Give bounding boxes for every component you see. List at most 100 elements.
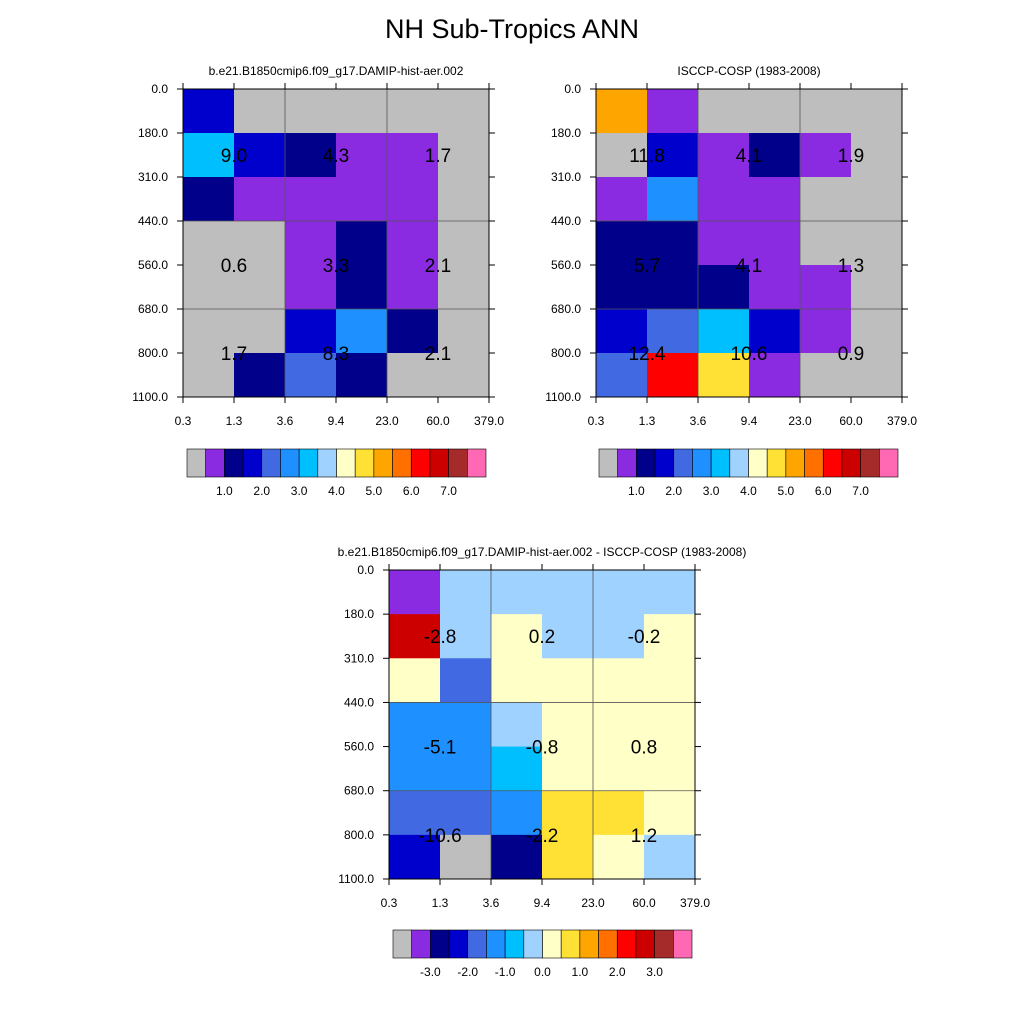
colorbar-swatch [430,929,450,959]
y-tick-label: 180.0 [344,607,374,621]
heatmap-cell [234,309,286,354]
y-tick-label: 1100.0 [545,390,581,404]
colorbar-swatch [692,448,712,478]
heatmap-cell [644,614,696,659]
heatmap-cell [851,221,903,266]
colorbar-swatch [673,448,693,478]
heatmap-cell [647,221,699,266]
heatmap-cell [336,89,388,134]
colorbar-swatch [336,448,356,478]
heatmap-cell [851,309,903,354]
page-title: NH Sub-Tropics ANN [384,14,640,44]
y-tick-label: 440.0 [344,695,374,709]
y-tick-label: 310.0 [551,170,581,184]
colorbar-swatch [635,929,655,959]
colorbar-swatch [673,929,693,959]
heatmap-cell [749,221,801,266]
y-tick-label: 440.0 [551,214,581,228]
colorbar-label: -3.0 [420,965,441,979]
colorbar-swatch [186,448,206,478]
heatmap-cell [596,89,648,134]
heatmap-cell [491,746,543,792]
heatmap-cell [749,133,801,178]
colorbar-label: 5.0 [366,484,383,498]
panel-title: b.e21.B1850cmip6.f09_g17.DAMIP-hist-aer.… [338,545,747,559]
colorbar-swatch [560,929,581,959]
colorbar-label: 5.0 [778,484,795,498]
colorbar-swatch [654,929,674,959]
colorbar-swatch [280,448,300,478]
colorbar-swatch [467,448,487,478]
data-label: -10.6 [418,826,461,847]
heatmap-cell [336,177,388,222]
colorbar-swatch [710,448,731,478]
y-tick-label: 680.0 [551,302,581,316]
heatmap-cell [440,614,492,659]
colorbar-swatch [392,929,412,959]
colorbar-swatch [654,448,675,478]
colorbar-label: -1.0 [495,965,516,979]
y-tick-label: 310.0 [344,651,374,665]
x-tick-label: 23.0 [581,896,605,910]
x-tick-label: 379.0 [887,414,917,428]
y-tick-label: 800.0 [344,828,374,842]
colorbar-swatch [242,448,263,478]
heatmap-cell [387,309,439,354]
colorbar-label: 4.0 [740,484,757,498]
heatmap-cell [438,133,490,178]
heatmap-cell [644,790,696,836]
heatmap-cell [542,834,594,880]
data-label: 0.9 [838,344,864,365]
data-label: 5.7 [634,256,660,277]
heatmap-cell [285,265,337,310]
heatmap-cell [336,221,388,266]
colorbar-swatch [748,448,768,478]
heatmap-cell [800,221,852,266]
colorbar-swatch [860,448,880,478]
data-label: -0.2 [628,627,661,648]
y-tick-label: 1100.0 [338,872,374,886]
heatmap-cell [698,309,750,354]
x-tick-label: 23.0 [788,414,812,428]
x-tick-label: 3.6 [690,414,707,428]
y-tick-label: 560.0 [551,258,581,272]
x-tick-label: 379.0 [680,896,710,910]
heatmap-cell [800,89,852,134]
panel-model: b.e21.B1850cmip6.f09_g17.DAMIP-hist-aer.… [132,64,504,498]
heatmap-cell [749,89,801,134]
heatmap-cell [593,790,645,836]
heatmap-cell [647,89,699,134]
heatmap-cell [183,89,235,134]
x-tick-label: 9.4 [328,414,345,428]
panel-observations: ISCCP-COSP (1983-2008) 0.3 1.3 3.6 9.4 23.0 60… [545,64,917,498]
colorbar-label: 0.0 [534,965,551,979]
heatmap-cell [851,133,903,178]
x-tick-label: 3.6 [277,414,294,428]
data-label: 4.1 [736,146,762,167]
colorbar-label: 2.0 [253,484,270,498]
heatmap-cell [593,702,645,748]
heatmap-cell [749,309,801,354]
heatmap-cell [593,570,645,615]
y-tick-label: 310.0 [138,170,168,184]
x-tick-label: 0.3 [381,896,398,910]
colorbar-swatch [598,448,618,478]
x-tick-label: 0.3 [175,414,192,428]
heatmap-cell [440,658,492,703]
y-tick-label: 680.0 [138,302,168,316]
heatmap-cell [387,265,439,310]
heatmap-cell [644,834,696,880]
x-tick-label: 1.3 [639,414,656,428]
y-tick-label: 0.0 [564,82,581,96]
heatmap-cell [800,265,852,310]
data-label: 3.3 [323,256,349,277]
colorbar-swatch [448,448,468,478]
colorbar-label: 1.0 [572,965,589,979]
data-label: 10.6 [731,344,768,365]
heatmap-cell [285,353,337,398]
heatmap-cell [285,177,337,222]
colorbar-swatch [879,448,899,478]
y-tick-label: 800.0 [551,346,581,360]
heatmap-cell [596,177,648,222]
x-tick-label: 23.0 [375,414,399,428]
